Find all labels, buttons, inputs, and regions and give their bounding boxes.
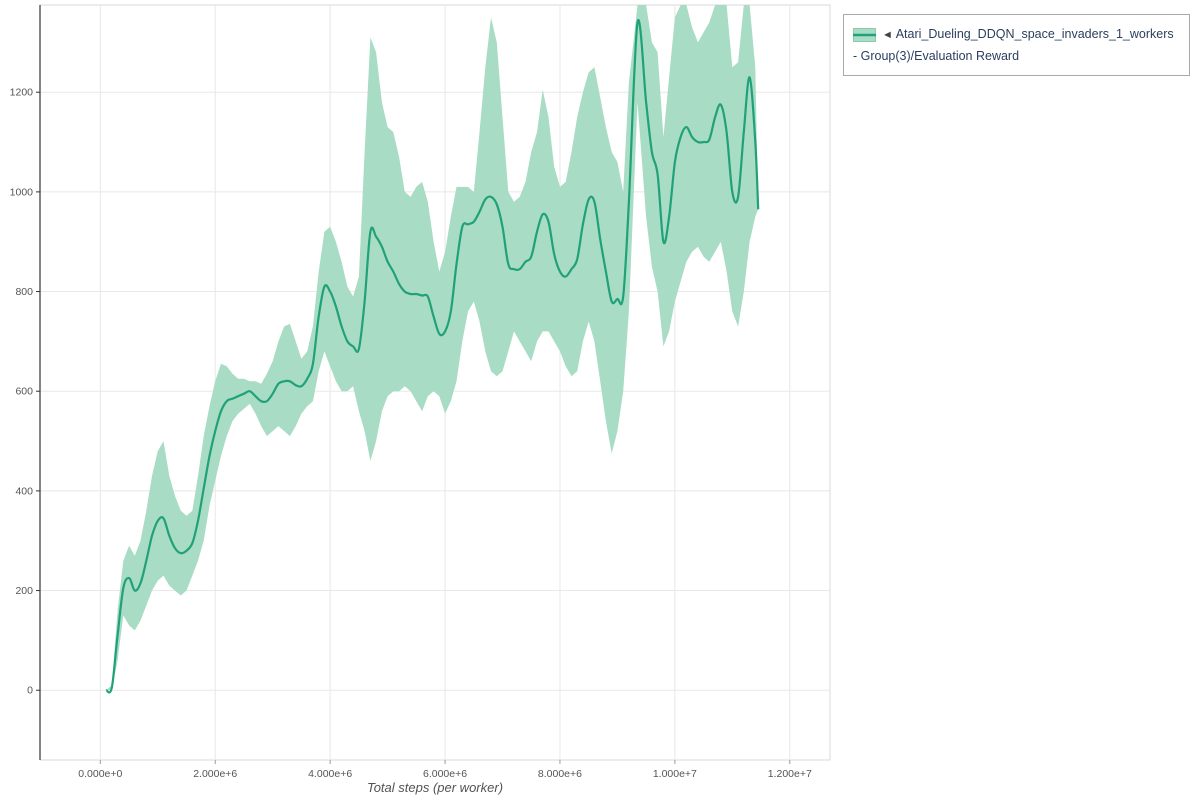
y-tick-label: 1000 <box>10 186 34 198</box>
x-axis-title: Total steps (per worker) <box>366 780 504 795</box>
y-tick-label: 0 <box>27 685 33 697</box>
x-tick-label: 8.000e+6 <box>538 768 582 780</box>
y-tick-label: 800 <box>15 286 33 298</box>
y-tick-label: 200 <box>15 585 33 597</box>
mean-line <box>105 18 760 694</box>
x-tick-label: 1.200e+7 <box>768 768 812 780</box>
x-tick-label: 1.000e+7 <box>653 768 697 780</box>
y-tick-label: 1200 <box>10 87 34 99</box>
y-tick-label: 600 <box>15 386 33 398</box>
x-tick-label: 6.000e+6 <box>423 768 467 780</box>
y-tick-label: 400 <box>15 485 33 497</box>
legend-swatch-icon <box>853 28 876 42</box>
legend-collapse-marker[interactable]: ◄ <box>882 29 893 41</box>
legend-series-label: Atari_Dueling_DDQN_space_invaders_1_work… <box>853 27 1174 63</box>
x-tick-label: 4.000e+6 <box>308 768 352 780</box>
x-tick-label: 0.000e+0 <box>78 768 122 780</box>
x-tick-label: 2.000e+6 <box>193 768 237 780</box>
legend[interactable]: ◄ Atari_Dueling_DDQN_space_invaders_1_wo… <box>843 14 1190 76</box>
confidence-band <box>106 5 759 691</box>
legend-entry: ◄ Atari_Dueling_DDQN_space_invaders_1_wo… <box>853 27 1174 63</box>
